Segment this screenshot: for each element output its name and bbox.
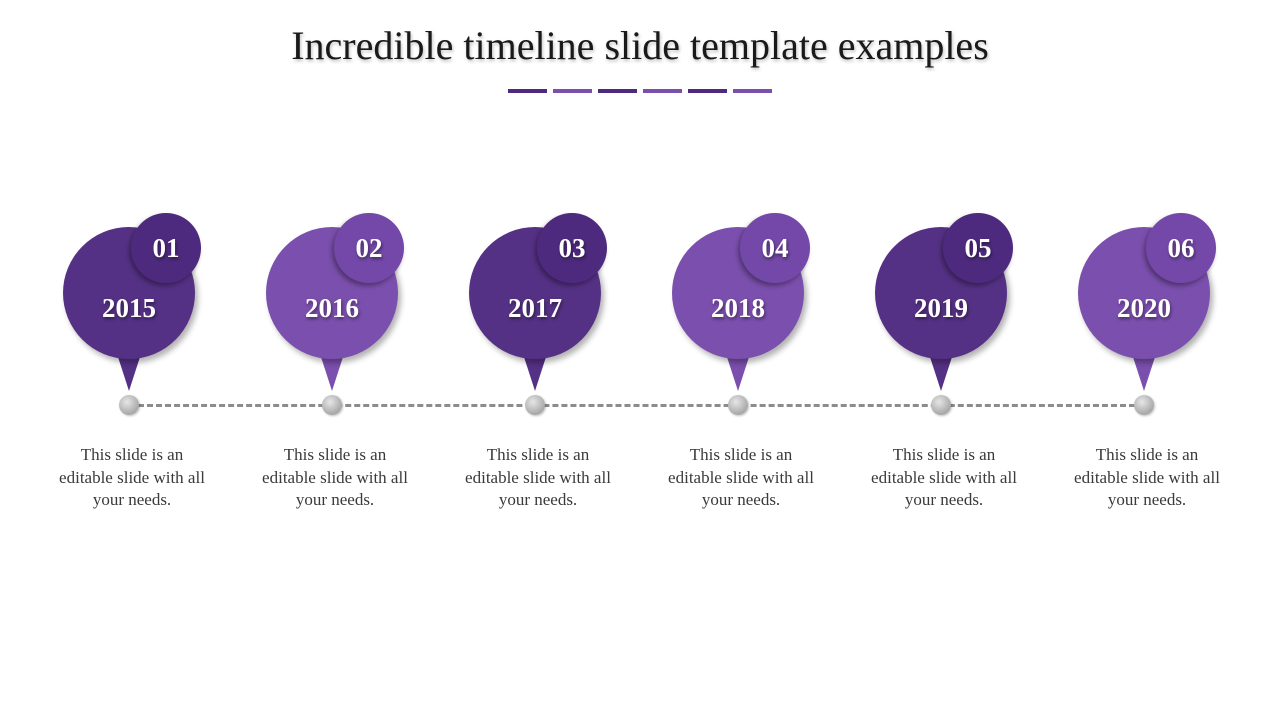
step-description: This slide is an editable slide with all… [262, 445, 408, 509]
step-number: 02 [355, 232, 383, 263]
slide-title: Incredible timeline slide template examp… [291, 23, 989, 68]
step-number-badge: 06 [1146, 213, 1216, 283]
step-description: This slide is an editable slide with all… [59, 445, 205, 509]
timeline-marker-2019: 2019 05 [875, 213, 1013, 413]
step-description: This slide is an editable slide with all… [465, 445, 611, 509]
timeline-marker-2020: 2020 06 [1078, 213, 1216, 413]
step-number: 06 [1167, 232, 1195, 263]
timeline-node [119, 395, 139, 415]
timeline-node [1134, 395, 1154, 415]
timeline-node [931, 395, 951, 415]
step-number-badge: 02 [334, 213, 404, 283]
step-year: 2019 [914, 293, 968, 323]
step-number: 01 [152, 232, 180, 263]
step-number-badge: 01 [131, 213, 201, 283]
timeline-marker-2016: 2016 02 [266, 213, 404, 413]
underline-dash [643, 89, 682, 93]
timeline-node [322, 395, 342, 415]
underline-dash [508, 89, 547, 93]
step-year: 2018 [711, 293, 765, 323]
step-year: 2016 [305, 293, 359, 323]
step-year: 2017 [508, 293, 562, 323]
underline-dash [733, 89, 772, 93]
underline-dash [553, 89, 592, 93]
timeline-marker-2017: 2017 03 [469, 213, 607, 413]
step-description: This slide is an editable slide with all… [871, 445, 1017, 509]
timeline-node [728, 395, 748, 415]
step-year: 2015 [102, 293, 156, 323]
step-number: 03 [558, 232, 586, 263]
step-number-badge: 03 [537, 213, 607, 283]
step-number: 04 [761, 232, 789, 263]
step-number-badge: 05 [943, 213, 1013, 283]
timeline-marker-2015: 2015 01 [63, 213, 201, 413]
step-number-badge: 04 [740, 213, 810, 283]
timeline-dashed-line [129, 404, 1144, 407]
underline-dash [688, 89, 727, 93]
timeline-node [525, 395, 545, 415]
step-number: 05 [964, 232, 992, 263]
underline-dash [598, 89, 637, 93]
title-underline-dashes [508, 89, 772, 94]
timeline-marker-2018: 2018 04 [672, 213, 810, 413]
step-year: 2020 [1117, 293, 1171, 323]
step-description: This slide is an editable slide with all… [668, 445, 814, 509]
step-description: This slide is an editable slide with all… [1074, 445, 1220, 509]
